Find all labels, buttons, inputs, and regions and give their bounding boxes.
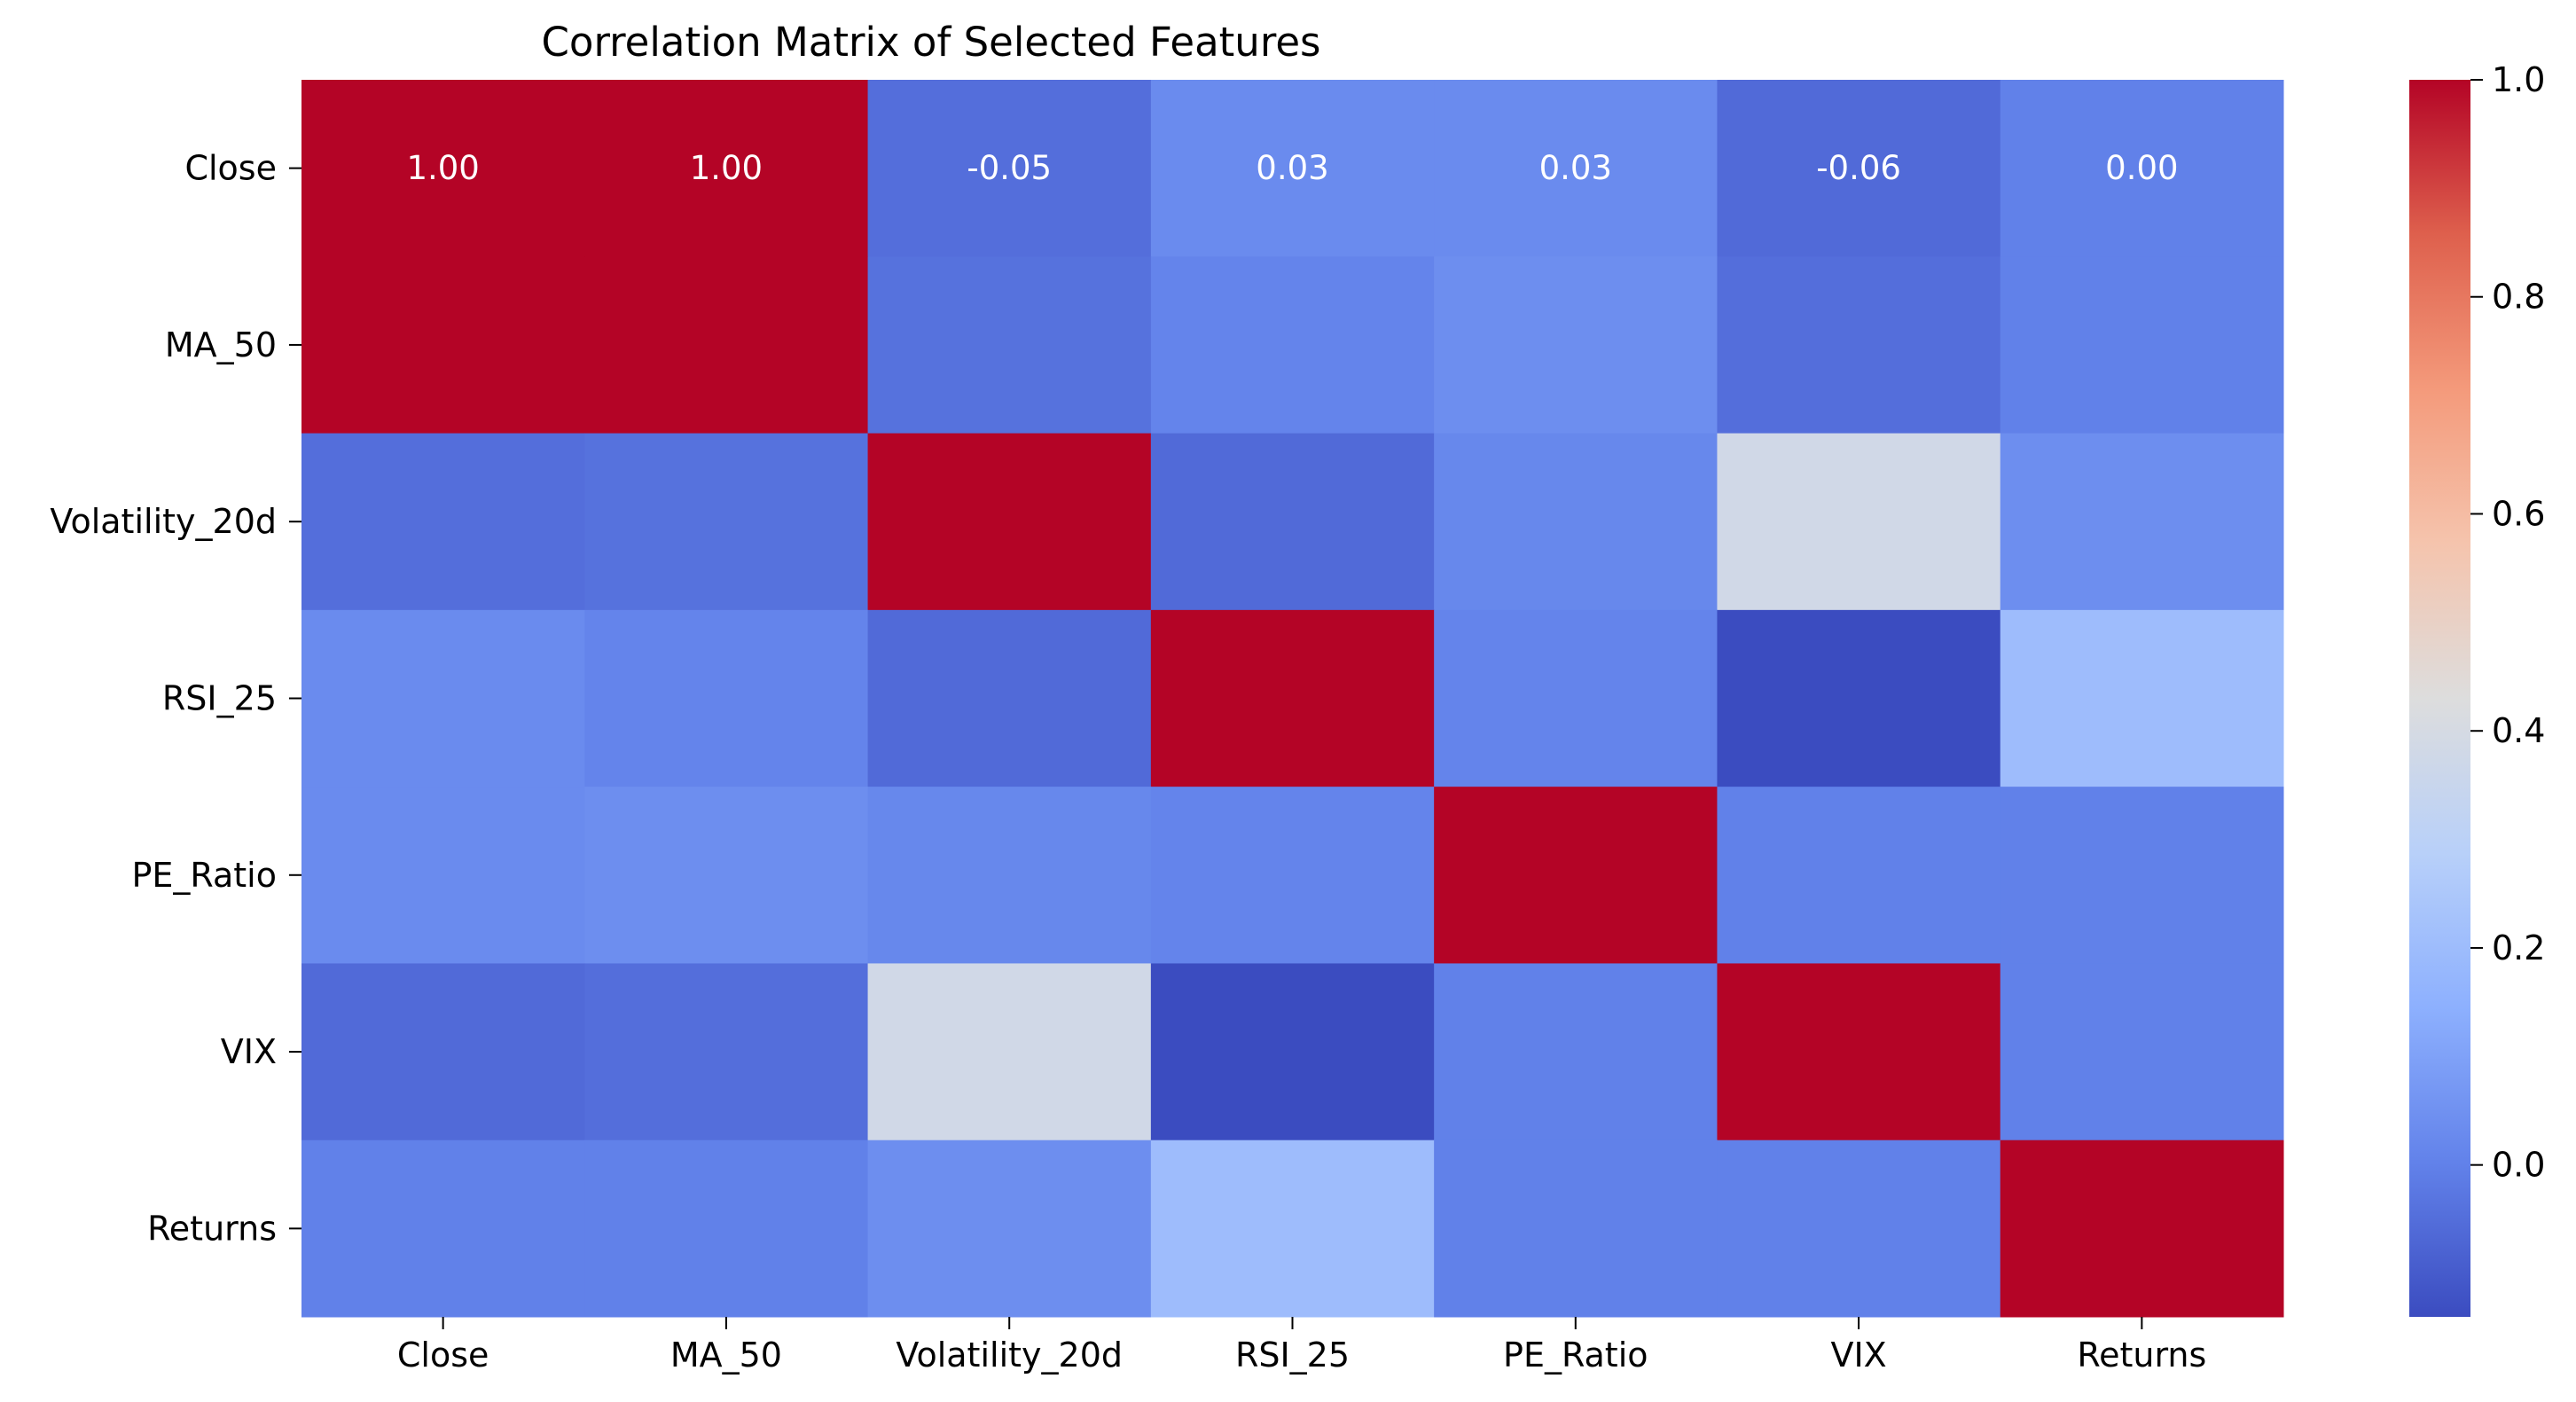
colorbar: 0.0 0.2 0.4 0.6 0.8 1.0 [2409, 60, 2545, 1317]
heatmap-cell [584, 787, 869, 964]
cell-value-label: 0.03 [1539, 149, 1612, 187]
heatmap-cell [584, 963, 869, 1141]
heatmap-cell [1434, 787, 1718, 964]
y-tick-label: Returns [147, 1209, 277, 1248]
heatmap-cell [867, 963, 1152, 1141]
heatmap-cell [1434, 80, 1718, 257]
heatmap-cell [1717, 787, 2001, 964]
y-tick-label: Close [184, 149, 277, 188]
heatmap-cell [301, 80, 585, 257]
heatmap-cell [2000, 80, 2284, 257]
heatmap-cell [301, 1140, 585, 1318]
heatmap-cell [301, 609, 585, 787]
colorbar-gradient [2409, 80, 2470, 1317]
cell-value-label: -0.05 [967, 149, 1052, 187]
colorbar-tick-label: 0.0 [2492, 1146, 2545, 1185]
x-tick-label: RSI_25 [1235, 1335, 1350, 1375]
heatmap-cell [1717, 256, 2001, 435]
heatmap-cell [584, 80, 869, 257]
cell-value-label: 0.03 [1256, 149, 1328, 187]
heatmap-cell [867, 433, 1152, 611]
y-tick-label: PE_Ratio [132, 856, 278, 895]
heatmap-cell [1434, 1140, 1718, 1318]
heatmap-cell [867, 609, 1152, 787]
cell-value-label: 1.00 [690, 149, 763, 187]
heatmap-cell [1434, 433, 1718, 611]
cell-value-label: 1.00 [406, 149, 479, 187]
heatmap-cell [1434, 256, 1718, 435]
heatmap-cell [2000, 787, 2284, 964]
cell-value-label: 0.00 [2105, 149, 2178, 187]
heatmap-cell [1717, 1140, 2001, 1318]
cell-value-label: -0.06 [1816, 149, 1901, 187]
heatmap-cell [301, 256, 585, 435]
heatmap-cell [867, 1140, 1152, 1318]
heatmap-cells [301, 80, 2284, 1318]
heatmap-cell [2000, 609, 2284, 787]
x-tick-label: PE_Ratio [1503, 1335, 1648, 1375]
y-tick-label: VIX [221, 1032, 277, 1071]
heatmap-cell [1717, 80, 2001, 257]
heatmap-cell [584, 256, 869, 435]
heatmap-cell [1150, 609, 1435, 787]
heatmap-cell [867, 256, 1152, 435]
heatmap-cell [1434, 963, 1718, 1141]
heatmap-cell [1717, 433, 2001, 611]
heatmap-cell [1150, 433, 1435, 611]
heatmap-cell [1717, 963, 2001, 1141]
y-axis: Close MA_50 Volatility_20d RSI_25 PE_Ratio VI… [50, 149, 301, 1248]
cell-annotations: 1.00 1.00 -0.05 0.03 0.03 -0.06 0.00 [406, 149, 2178, 187]
heatmap-cell [1150, 256, 1435, 435]
x-tick-label: MA_50 [670, 1335, 782, 1375]
x-tick-label: Volatility_20d [896, 1335, 1123, 1375]
x-tick-label: Close [397, 1335, 489, 1375]
colorbar-tick-label: 0.8 [2492, 278, 2545, 317]
colorbar-tick-label: 0.4 [2492, 711, 2545, 750]
colorbar-tick-label: 0.2 [2492, 928, 2545, 967]
heatmap-cell [2000, 433, 2284, 611]
x-axis: Close MA_50 Volatility_20d RSI_25 PE_Ratio VI… [397, 1317, 2206, 1375]
heatmap-cell [867, 787, 1152, 964]
heatmap-cell [1150, 963, 1435, 1141]
chart-title: Correlation Matrix of Selected Features [542, 19, 1321, 66]
x-tick-label: Returns [2077, 1335, 2206, 1375]
heatmap-cell [1717, 609, 2001, 787]
heatmap-cell [2000, 1140, 2284, 1318]
heatmap-cell [301, 963, 585, 1141]
heatmap-cell [301, 787, 585, 964]
heatmap-cell [1150, 787, 1435, 964]
heatmap-cell [584, 1140, 869, 1318]
y-tick-label: RSI_25 [162, 679, 277, 718]
heatmap-cell [1150, 80, 1435, 257]
colorbar-tick-label: 0.6 [2492, 494, 2545, 533]
heatmap-cell [584, 609, 869, 787]
heatmap-cell [584, 433, 869, 611]
colorbar-tick-label: 1.0 [2492, 60, 2545, 99]
heatmap-cell [867, 80, 1152, 257]
heatmap-cell [2000, 963, 2284, 1141]
x-tick-label: VIX [1830, 1335, 1886, 1375]
y-tick-label: MA_50 [165, 325, 277, 364]
heatmap-cell [2000, 256, 2284, 435]
heatmap-cell [301, 433, 585, 611]
heatmap-cell [1150, 1140, 1435, 1318]
heatmap-cell [1434, 609, 1718, 787]
y-tick-label: Volatility_20d [50, 502, 277, 541]
